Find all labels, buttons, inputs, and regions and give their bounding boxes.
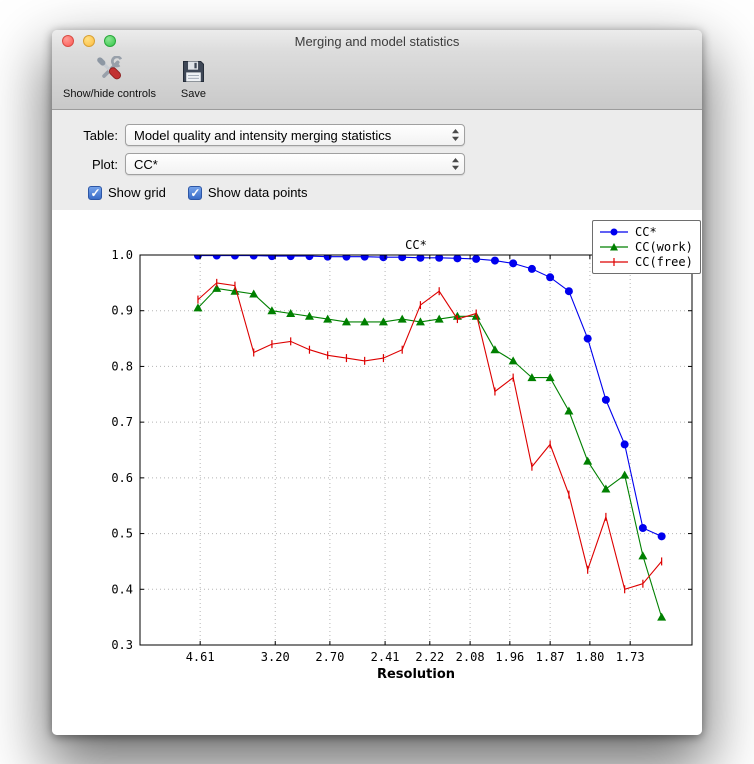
svg-text:0.4: 0.4: [111, 582, 133, 596]
svg-text:2.41: 2.41: [371, 650, 400, 664]
minimize-button[interactable]: [83, 35, 95, 47]
popup-arrows-icon: [451, 128, 460, 142]
window-title: Merging and model statistics: [294, 33, 460, 49]
app-window: Merging and model statistics Show/hide c…: [52, 30, 702, 735]
chart-legend: CC* CC(work) CC(free): [592, 220, 701, 274]
show-grid-label: Show grid: [108, 185, 166, 200]
legend-marker-icon: [600, 243, 628, 251]
svg-text:0.8: 0.8: [111, 359, 133, 373]
plot-select[interactable]: CC*: [125, 153, 465, 175]
svg-text:1.73: 1.73: [616, 650, 645, 664]
close-button[interactable]: [62, 35, 74, 47]
svg-text:0.9: 0.9: [111, 304, 133, 318]
legend-entry: CC(work): [599, 240, 693, 254]
plot-canvas: 0.3 0.4 0.5 0.6 0.7 0.8 0.9 1.0 4.61 3.20 2.70 2.41…: [111, 238, 693, 682]
show-grid-checkbox[interactable]: [88, 185, 102, 200]
svg-text:2.70: 2.70: [315, 650, 344, 664]
save-label: Save: [180, 88, 206, 100]
table-select-value: Model quality and intensity merging stat…: [134, 127, 392, 143]
titlebar: Merging and model statistics: [52, 30, 702, 52]
legend-label: CC(free): [635, 255, 693, 269]
legend-marker-icon: [600, 228, 628, 236]
chart-area: 0.3 0.4 0.5 0.6 0.7 0.8 0.9 1.0 4.61 3.20 2.70 2.41…: [52, 210, 702, 735]
table-select[interactable]: Model quality and intensity merging stat…: [125, 124, 465, 146]
svg-text:2.22: 2.22: [415, 650, 444, 664]
svg-text:1.80: 1.80: [575, 650, 604, 664]
legend-label: CC*: [635, 225, 657, 239]
svg-text:Resolution: Resolution: [377, 667, 455, 682]
svg-text:0.3: 0.3: [111, 638, 133, 652]
svg-text:2.08: 2.08: [456, 650, 485, 664]
table-label: Table:: [83, 127, 118, 143]
svg-text:1.96: 1.96: [495, 650, 524, 664]
traffic-lights: [62, 35, 116, 47]
show-data-points-checkbox[interactable]: [187, 185, 202, 200]
series-cc-free-: [197, 278, 663, 594]
legend-entry: CC(free): [599, 255, 693, 269]
save-button[interactable]: Save: [175, 55, 212, 101]
plot-label: Plot:: [91, 156, 118, 172]
popup-arrows-icon: [451, 157, 460, 171]
show-hide-controls-button[interactable]: Show/hide controls: [60, 55, 159, 101]
show-data-points-label: Show data points: [207, 185, 308, 200]
zoom-button[interactable]: [104, 35, 116, 47]
plot-select-value: CC*: [134, 156, 158, 172]
svg-text:CC*: CC*: [405, 238, 427, 252]
legend-entry: CC*: [599, 225, 693, 239]
svg-text:1.0: 1.0: [111, 248, 133, 262]
save-icon: [182, 61, 204, 82]
tools-icon: [97, 56, 123, 80]
svg-text:0.5: 0.5: [111, 527, 133, 541]
svg-text:0.6: 0.6: [111, 471, 133, 485]
legend-marker-icon: [600, 258, 628, 266]
controls-panel: Table: Model quality and intensity mergi…: [52, 110, 702, 210]
legend-label: CC(work): [635, 240, 693, 254]
toolbar: Show/hide controls Save: [52, 52, 702, 110]
svg-text:3.20: 3.20: [261, 650, 290, 664]
show-hide-controls-label: Show/hide controls: [63, 88, 156, 100]
svg-text:0.7: 0.7: [111, 415, 133, 429]
svg-text:4.61: 4.61: [186, 650, 215, 664]
svg-text:1.87: 1.87: [536, 650, 565, 664]
